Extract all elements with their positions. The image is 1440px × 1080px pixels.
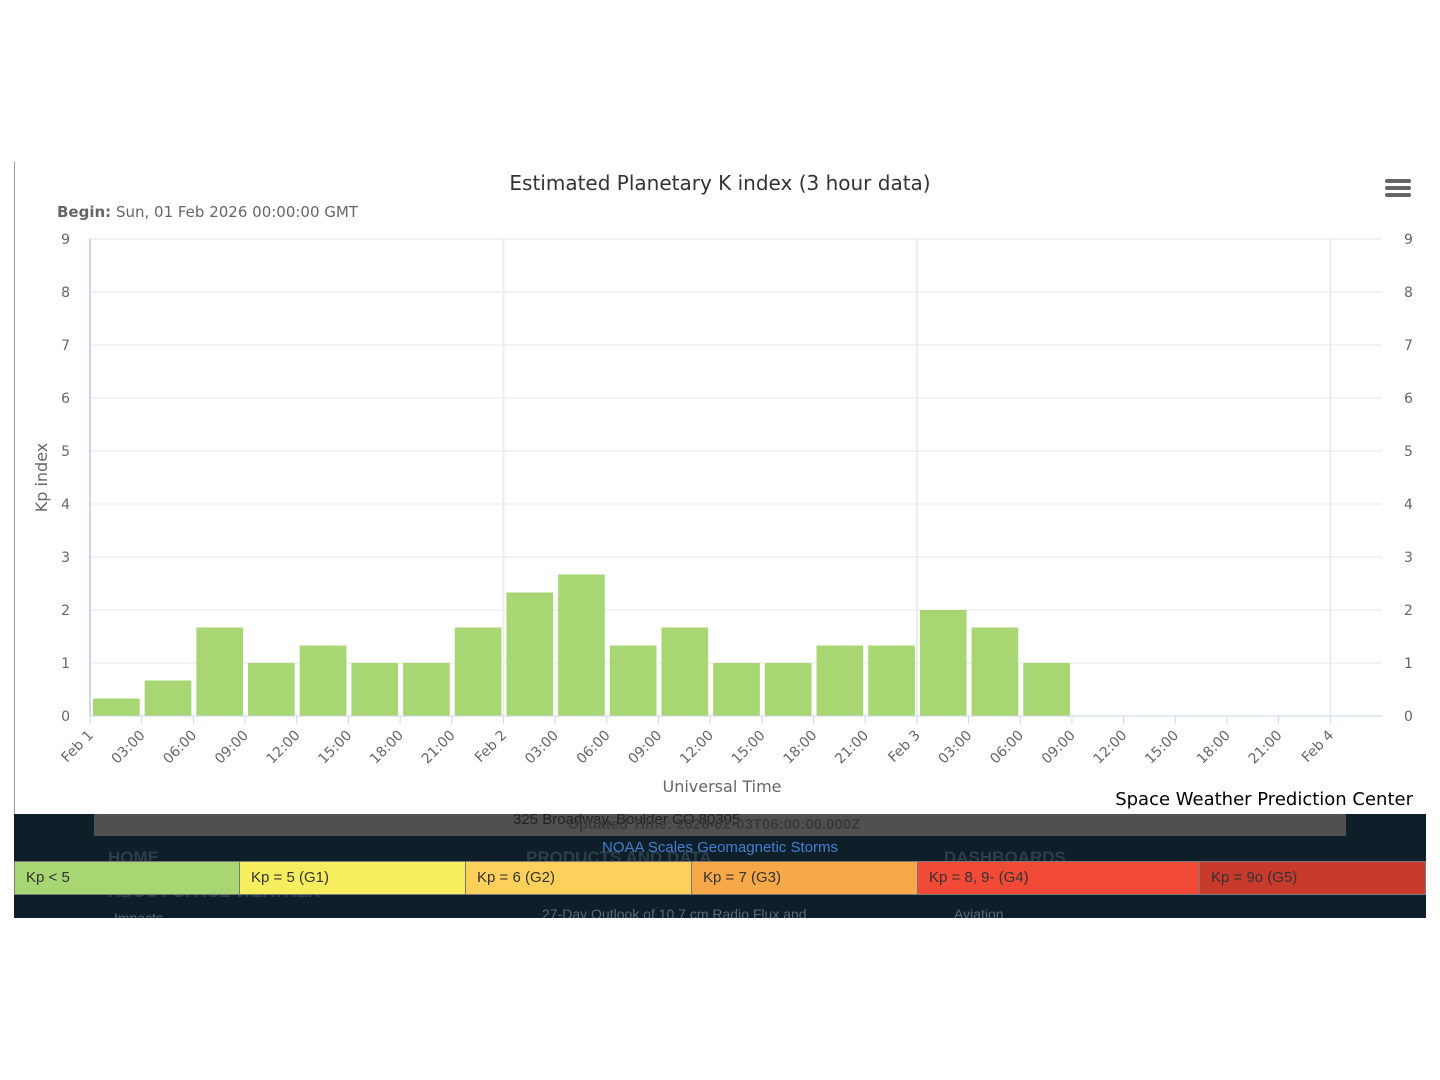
noaa-scales-link[interactable]: NOAA Scales Geomagnetic Storms	[602, 839, 838, 856]
x-tick-label: Feb 1	[59, 728, 97, 766]
x-tick-label: 15:00	[315, 728, 355, 768]
x-tick-label: 18:00	[780, 728, 820, 768]
x-tick-label: 12:00	[677, 728, 717, 768]
kp-bar	[454, 627, 502, 716]
footer-link-impacts[interactable]: Impacts	[114, 910, 164, 918]
kp-bar	[506, 592, 554, 716]
begin-label-value: Sun, 01 Feb 2026 00:00:00 GMT	[115, 203, 359, 221]
kp-bar	[144, 680, 192, 716]
begin-label: Begin: Sun, 01 Feb 2026 00:00:00 GMT	[57, 203, 358, 221]
y-tick-label-right: 9	[1404, 232, 1413, 248]
x-tick-label: 12:00	[264, 728, 304, 768]
y-tick-label-right: 6	[1404, 391, 1413, 407]
kp-bar	[1023, 663, 1070, 716]
x-tick-label: 21:00	[419, 728, 459, 768]
legend-item: Kp = 9o (G5)	[1200, 861, 1426, 895]
begin-label-key: Begin:	[57, 203, 112, 221]
x-tick-label: 03:00	[522, 728, 562, 768]
y-tick-label-left: 9	[61, 232, 70, 248]
y-tick-label-right: 1	[1404, 656, 1413, 672]
y-tick-label-left: 1	[61, 656, 70, 672]
kp-bar	[971, 627, 1019, 716]
kp-bar	[93, 698, 140, 716]
y-tick-label-left: 3	[61, 550, 70, 566]
x-tick-label: 06:00	[574, 728, 614, 768]
y-tick-label-right: 7	[1404, 338, 1413, 354]
credit-text: Space Weather Prediction Center	[1115, 789, 1413, 810]
kp-color-legend: Kp < 5 Kp = 5 (G1) Kp = 6 (G2) Kp = 7 (G3) K…	[14, 861, 1426, 895]
kp-bar	[351, 663, 399, 716]
x-tick-label: 06:00	[160, 728, 200, 768]
x-tick-label: 09:00	[625, 728, 665, 768]
footer-address: 325 Broadway, Boulder CO 80305	[513, 814, 741, 828]
footer-updated: Updated Time: 2026-02-03T06:00:00.000Z	[568, 816, 861, 833]
x-tick-label: 03:00	[936, 728, 976, 768]
x-tick-label: Feb 3	[885, 728, 923, 766]
y-tick-label-right: 2	[1404, 603, 1413, 619]
kp-bar	[764, 663, 812, 716]
x-tick-label: 09:00	[212, 728, 252, 768]
x-tick-label: 03:00	[109, 728, 149, 768]
hamburger-menu-icon[interactable]	[1385, 179, 1411, 201]
y-tick-label-right: 8	[1404, 285, 1413, 301]
y-tick-label-left: 8	[61, 285, 70, 301]
chart-title: Estimated Planetary K index (3 hour data…	[509, 171, 931, 195]
kp-bar	[558, 574, 605, 716]
kp-bar	[661, 627, 709, 716]
kp-bar	[816, 645, 864, 716]
y-axis-title: Kp index	[32, 443, 51, 513]
kp-bar	[248, 663, 295, 716]
legend-item: Kp = 8, 9- (G4)	[918, 861, 1200, 895]
y-tick-label-left: 4	[61, 497, 70, 513]
x-tick-label: Feb 2	[472, 728, 510, 766]
legend-item: Kp = 7 (G3)	[692, 861, 918, 895]
x-tick-label: 15:00	[1142, 728, 1182, 768]
y-tick-label-right: 4	[1404, 497, 1413, 513]
x-tick-label: 06:00	[987, 728, 1027, 768]
y-tick-label-left: 5	[61, 444, 70, 460]
legend-item: Kp = 6 (G2)	[466, 861, 692, 895]
y-tick-label-left: 6	[61, 391, 70, 407]
y-tick-label-right: 0	[1404, 709, 1413, 725]
y-tick-label-left: 0	[61, 709, 70, 725]
footer-bar	[94, 814, 1346, 836]
x-tick-label: 18:00	[1194, 728, 1234, 768]
x-tick-label: 21:00	[832, 728, 872, 768]
kp-bar	[919, 610, 967, 716]
x-tick-label: 15:00	[729, 728, 769, 768]
x-tick-label: 09:00	[1039, 728, 1079, 768]
kp-bar	[713, 663, 760, 716]
kp-bar	[868, 645, 915, 716]
y-tick-label-right: 5	[1404, 444, 1413, 460]
x-tick-label: 12:00	[1091, 728, 1131, 768]
legend-item: Kp < 5	[14, 861, 240, 895]
footer-link-outlook[interactable]: 27-Day Outlook of 10.7 cm Radio Flux and	[542, 906, 807, 918]
footer-link-aviation[interactable]: Aviation	[954, 906, 1004, 918]
kp-bar	[403, 663, 450, 716]
kp-bar	[609, 645, 657, 716]
x-tick-label: 18:00	[367, 728, 407, 768]
y-tick-label-right: 3	[1404, 550, 1413, 566]
y-tick-label-left: 2	[61, 603, 70, 619]
x-tick-label: Feb 4	[1299, 727, 1337, 765]
x-axis-title: Universal Time	[662, 777, 781, 796]
x-tick-label: 21:00	[1246, 728, 1286, 768]
y-tick-label-left: 7	[61, 338, 70, 354]
legend-item: Kp = 5 (G1)	[240, 861, 466, 895]
kp-bar	[299, 645, 347, 716]
kp-bar	[196, 627, 244, 716]
